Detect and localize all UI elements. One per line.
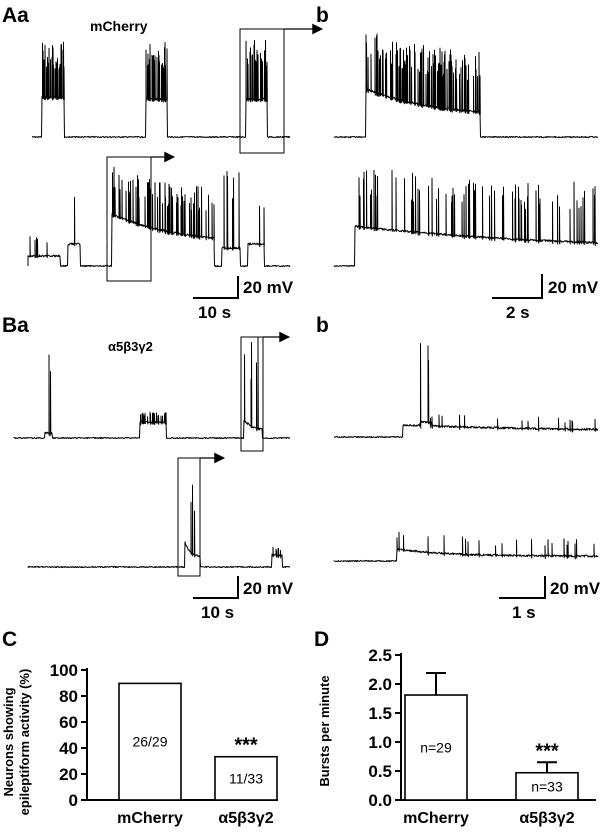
panel-label-ba: Ba: [2, 314, 29, 337]
y-tick-label: 0.0: [368, 791, 392, 810]
panel-label-bb: b: [316, 314, 329, 337]
scalebar-bb-voltage: 20 mV: [550, 579, 600, 598]
bar-2: [515, 771, 579, 801]
scalebar-aa-time: 10 s: [198, 303, 231, 322]
scalebar-ab: 20 mV 2 s: [492, 274, 599, 322]
panel-label-d: D: [314, 628, 329, 651]
bar-1: [118, 682, 182, 801]
bar-label: 26/29: [132, 734, 167, 750]
bar-label: 11/33: [229, 770, 263, 786]
trace-ab-bottom: [333, 169, 599, 267]
y-tick-label: 40: [59, 739, 78, 758]
trace-bb-bottom: [333, 531, 599, 563]
scalebar-ba-time: 10 s: [201, 603, 234, 622]
significance-marker: ***: [535, 740, 559, 762]
trace-bb-top: [333, 343, 599, 439]
y-tick-label: 2.5: [368, 646, 392, 665]
x-category-label: mCherry: [403, 810, 469, 827]
trace-aa-top: [31, 39, 291, 139]
y-tick-label: 60: [59, 713, 78, 732]
zoom-box-aa-top: [239, 28, 285, 154]
scalebar-ab-lines: [492, 274, 543, 299]
trace-ba-bottom: [27, 484, 291, 569]
bar-2: [214, 755, 278, 801]
zoom-box-aa-bottom: [106, 156, 152, 282]
scalebar-aa-voltage: 20 mV: [243, 278, 294, 297]
scalebar-bb-lines: [499, 576, 546, 599]
traces-a: [27, 33, 599, 268]
y-tick-label: 80: [59, 687, 78, 706]
scalebar-aa-lines: [193, 276, 239, 299]
y-tick-label: 1.0: [368, 733, 392, 752]
bar-label: n=33: [531, 778, 563, 794]
x-category-label: mCherry: [117, 810, 183, 827]
panel-label-c: C: [2, 628, 17, 651]
chart-c-ylabel-line2: epileptiform activity (%): [17, 669, 32, 816]
traces-b: [13, 336, 599, 569]
trace-ba-top: [13, 336, 291, 440]
y-tick-label: 100: [50, 661, 78, 680]
y-tick-label: 0.5: [368, 762, 392, 781]
zoom-box-ba-top: [240, 336, 264, 452]
y-tick-label: 0: [69, 791, 78, 810]
x-category-label: α5β3γ2: [519, 810, 574, 827]
trace-ab-top: [333, 33, 599, 139]
trace-aa-bottom: [27, 166, 291, 268]
zoom-box-ba-bottom: [177, 457, 201, 577]
panel-label-ab: b: [316, 4, 329, 27]
chart-c: 0 20 40 60 80 100 26/29 mCherry 11/33 *** α5β3γ2: [50, 661, 278, 827]
bar-label: n=29: [420, 740, 452, 756]
chart-d-ylabel: Bursts per minute: [317, 675, 332, 786]
significance-marker: ***: [234, 735, 258, 757]
y-tick-label: 2.0: [368, 675, 392, 694]
panel-label-aa: Aa: [2, 4, 29, 27]
x-category-label: α5β3γ2: [218, 810, 273, 827]
scalebar-ba-voltage: 20 mV: [243, 579, 294, 598]
scalebar-aa: 20 mV 10 s: [193, 276, 294, 322]
chart-d: 0.0 0.5 1.0 1.5 2.0 2.5 n=29 mCherry n=33 *** α5β3…: [368, 646, 596, 827]
scalebar-ab-time: 2 s: [506, 303, 530, 322]
y-tick-label: 1.5: [368, 704, 392, 723]
scalebar-bb-time: 1 s: [512, 603, 536, 622]
scalebar-ab-voltage: 20 mV: [548, 278, 599, 297]
trace-title-mcherry: mCherry: [90, 18, 148, 34]
trace-title-a5b3g2: α5β3γ2: [108, 339, 153, 354]
scalebar-ba-lines: [193, 576, 239, 599]
scalebar-bb: 20 mV 1 s: [499, 576, 600, 622]
y-tick-label: 20: [59, 765, 78, 784]
bar-1: [404, 694, 468, 801]
chart-c-ylabel-line1: Neurons showing: [1, 687, 16, 796]
scalebar-ba: 20 mV 10 s: [193, 576, 294, 622]
